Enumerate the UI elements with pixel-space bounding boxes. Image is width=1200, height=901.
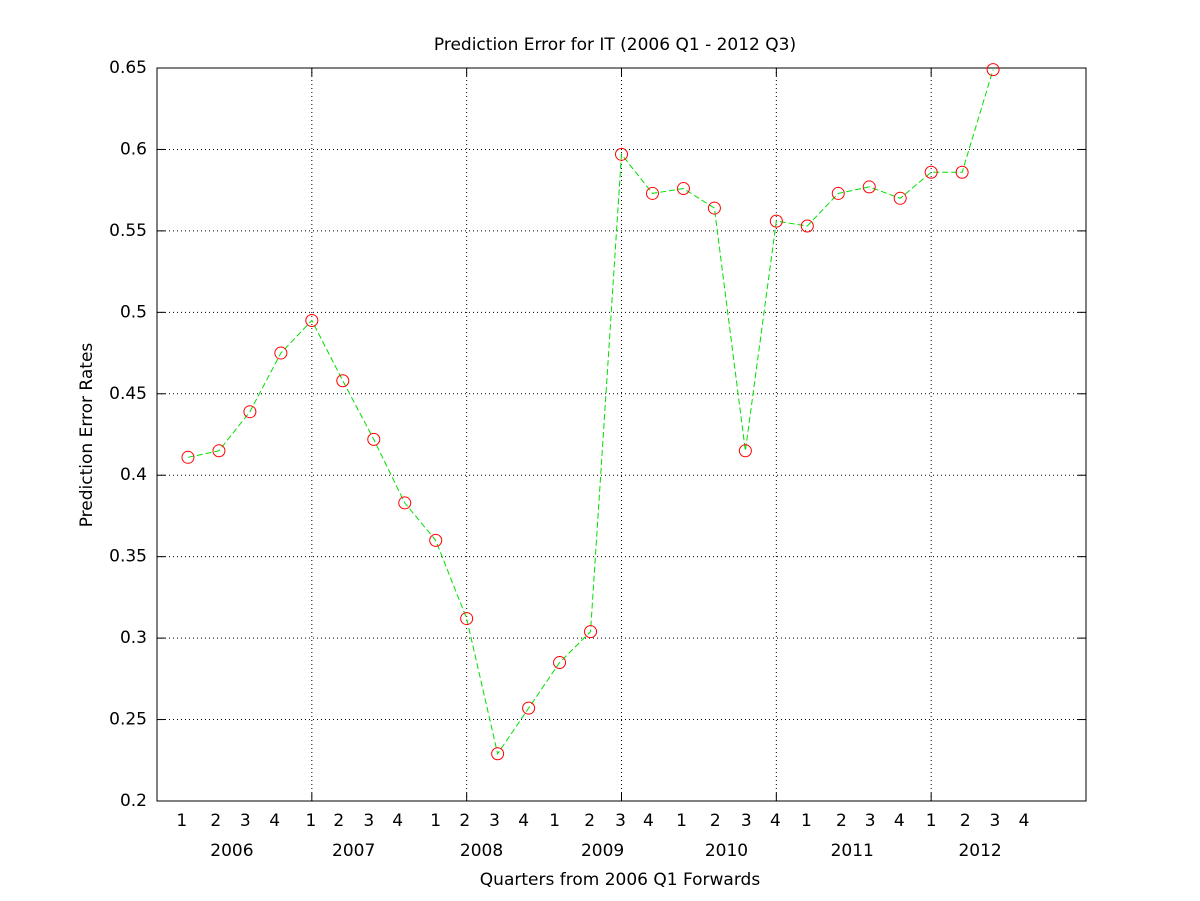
point-marker: [522, 701, 536, 715]
point-marker: [398, 496, 412, 510]
y-tick-label: 0.35: [109, 547, 147, 567]
x-tick-label: 1: [676, 811, 687, 831]
x-tick-label: 1: [926, 811, 937, 831]
y-axis-label: Prediction Error Rates: [77, 343, 97, 528]
x-tick-label: 3: [489, 811, 500, 831]
point-marker: [305, 313, 319, 327]
x-tick-label: 2: [333, 811, 344, 831]
y-tick-label: 0.6: [120, 139, 147, 159]
x-tick-label: 3: [363, 811, 374, 831]
x-tick-label: 4: [1019, 811, 1030, 831]
point-marker: [615, 147, 628, 161]
y-tick-label: 0.25: [109, 710, 147, 730]
year-label: 2011: [831, 841, 874, 861]
year-label: 2007: [332, 841, 375, 861]
year-label: 2006: [210, 841, 253, 861]
year-label: 2008: [460, 841, 503, 861]
x-tick-label: 2: [210, 811, 221, 831]
x-tick-label: 4: [770, 811, 781, 831]
point-marker: [800, 219, 814, 233]
year-label: 2010: [705, 841, 748, 861]
x-tick-label: 1: [305, 811, 316, 831]
x-tick-label: 4: [269, 811, 280, 831]
x-tick-label: 1: [549, 811, 560, 831]
y-tick-label: 0.4: [120, 465, 147, 485]
x-tick-label: 2: [710, 811, 721, 831]
x-tick-label: 4: [392, 811, 403, 831]
point-marker: [707, 201, 721, 215]
y-tick-label: 0.5: [120, 302, 147, 322]
point-marker: [553, 656, 567, 670]
series-line: [187, 69, 994, 755]
x-tick-label: 2: [584, 811, 595, 831]
y-tick-label: 0.45: [109, 384, 147, 404]
x-tick-label: 4: [518, 811, 529, 831]
y-tick-label: 0.65: [109, 58, 147, 78]
point-marker: [955, 165, 969, 179]
point-marker: [181, 450, 195, 464]
point-marker: [924, 165, 938, 179]
x-tick-label: 2: [836, 811, 847, 831]
year-label: 2012: [958, 841, 1001, 861]
point-marker: [676, 182, 690, 196]
point-marker: [769, 214, 783, 228]
x-tick-label: 3: [240, 811, 251, 831]
point-marker: [274, 346, 288, 360]
y-tick-label: 0.2: [120, 791, 147, 811]
point-marker: [986, 63, 1000, 77]
point-marker: [862, 180, 876, 194]
point-marker: [584, 625, 598, 639]
y-tick-label: 0.3: [120, 628, 147, 648]
x-tick-label: 1: [176, 811, 187, 831]
x-tick-label: 3: [741, 811, 752, 831]
point-marker: [645, 186, 659, 200]
point-marker: [367, 432, 381, 446]
chart-title: Prediction Error for IT (2006 Q1 - 2012 …: [434, 35, 796, 55]
point-marker: [831, 186, 845, 200]
point-marker: [243, 405, 257, 419]
x-tick-label: 3: [615, 811, 626, 831]
x-tick-label: 4: [894, 811, 905, 831]
x-tick-label: 2: [459, 811, 470, 831]
x-tick-label: 4: [643, 811, 654, 831]
x-axis-label: Quarters from 2006 Q1 Forwards: [480, 870, 761, 890]
point-marker: [893, 191, 907, 205]
x-tick-label: 2: [960, 811, 971, 831]
point-marker: [491, 747, 505, 761]
point-marker: [429, 533, 443, 547]
plot-frame: [156, 67, 1087, 802]
x-tick-label: 3: [990, 811, 1001, 831]
y-tick-label: 0.55: [109, 221, 147, 241]
point-marker: [738, 444, 752, 458]
point-marker: [460, 612, 474, 626]
point-marker: [336, 374, 350, 388]
x-tick-label: 3: [865, 811, 876, 831]
year-label: 2009: [581, 841, 624, 861]
point-marker: [212, 444, 226, 458]
x-tick-label: 1: [801, 811, 812, 831]
x-tick-label: 1: [430, 811, 441, 831]
